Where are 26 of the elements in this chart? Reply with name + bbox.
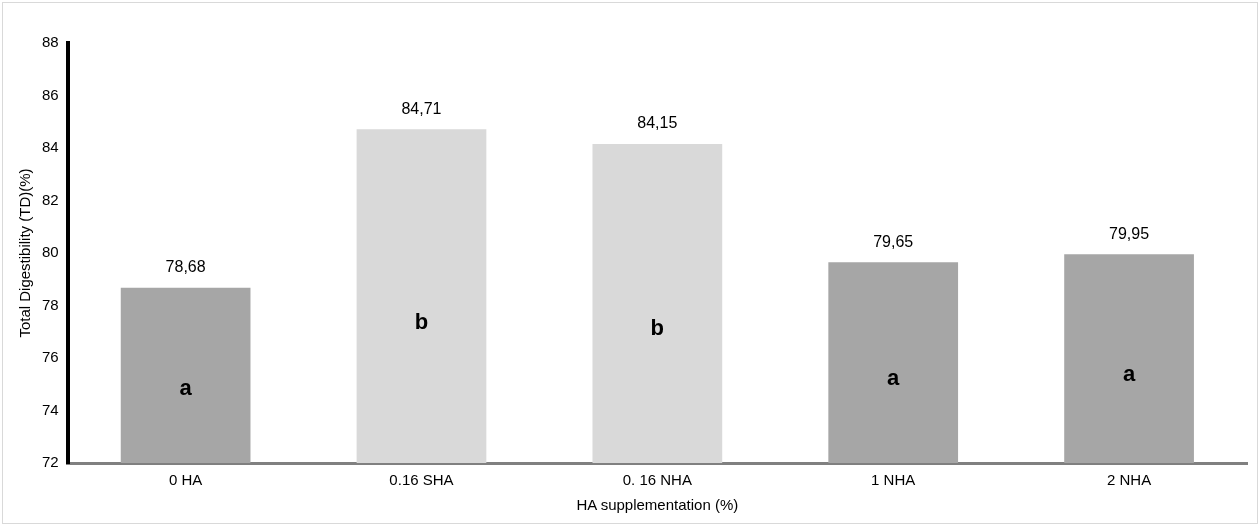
annotation: a: [179, 375, 193, 401]
y-tick-label: 82: [42, 190, 59, 208]
y-axis-title: Total Digestibility (TD)(%): [16, 168, 34, 338]
y-tick-label: 80: [42, 243, 59, 261]
annotation: b: [650, 315, 665, 341]
y-tick-label: 76: [42, 348, 59, 366]
y-tick-label: 74: [42, 400, 59, 418]
data-label: 79,95: [1109, 224, 1150, 242]
data-label: 79,65: [873, 232, 914, 250]
annotation: a: [1122, 361, 1136, 387]
annotation: b: [414, 308, 429, 334]
y-tick-label: 78: [42, 295, 59, 313]
y-tick-label: 84: [42, 138, 59, 156]
x-tick-label: 0. 16 NHA: [622, 471, 692, 489]
annotation: a: [887, 364, 901, 390]
x-tick-label: 1 NHA: [871, 471, 916, 489]
x-axis-title: HA supplementation (%): [576, 496, 739, 514]
data-label: 84,15: [637, 114, 678, 132]
y-tick-label: 72: [42, 453, 59, 471]
x-tick-label: 2 NHA: [1106, 471, 1152, 489]
y-tick-label: 88: [42, 33, 59, 51]
y-tick-label: 86: [42, 85, 59, 103]
data-label: 84,71: [401, 99, 442, 117]
data-label: 78,68: [165, 258, 206, 276]
x-tick-label: 0 HA: [168, 471, 203, 489]
x-tick-label: 0.16 SHA: [389, 471, 454, 489]
